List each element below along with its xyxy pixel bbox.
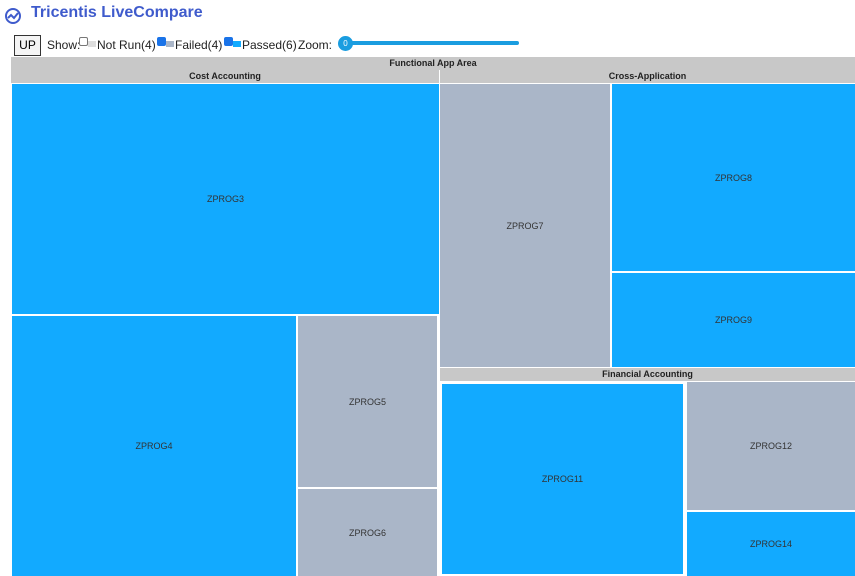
- filter-label: Failed(4): [175, 38, 223, 52]
- zoom-track[interactable]: [345, 41, 519, 45]
- root-header: Functional App Area: [11, 57, 855, 70]
- swatch: [166, 41, 174, 47]
- filter-label: Not Run(4): [97, 38, 156, 52]
- show-label: Show:: [47, 38, 81, 52]
- group-header[interactable]: Financial Accounting: [440, 368, 855, 381]
- tile[interactable]: ZPROG14: [687, 512, 855, 576]
- zoom-label: Zoom:: [298, 38, 333, 52]
- group-header[interactable]: Cross-Application: [440, 70, 855, 83]
- tile[interactable]: ZPROG6: [298, 489, 437, 576]
- swatch: [88, 41, 96, 47]
- zoom-thumb[interactable]: 0: [338, 36, 353, 51]
- tile[interactable]: ZPROG11: [440, 382, 685, 576]
- checkbox[interactable]: [224, 37, 233, 46]
- swatch: [233, 41, 241, 47]
- tile[interactable]: ZPROG5: [298, 316, 437, 487]
- group-header[interactable]: Cost Accounting: [11, 70, 439, 83]
- tile[interactable]: ZPROG3: [12, 84, 439, 314]
- tile[interactable]: ZPROG12: [687, 382, 855, 510]
- tile[interactable]: ZPROG4: [12, 316, 296, 576]
- up-button[interactable]: UP: [14, 35, 41, 56]
- tile[interactable]: ZPROG7: [440, 84, 610, 367]
- checkbox[interactable]: [79, 37, 88, 46]
- tile[interactable]: ZPROG8: [612, 84, 855, 271]
- tile[interactable]: ZPROG9: [612, 273, 855, 367]
- app-title: Tricentis LiveCompare: [31, 4, 203, 21]
- filter-label: Passed(6): [242, 38, 297, 52]
- logo: [5, 8, 21, 24]
- checkbox[interactable]: [157, 37, 166, 46]
